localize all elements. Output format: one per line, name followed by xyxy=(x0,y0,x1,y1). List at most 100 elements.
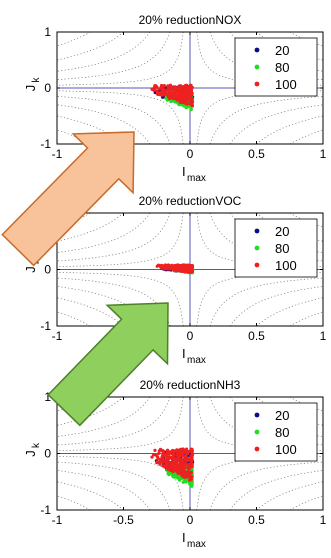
point-series-100 xyxy=(155,89,159,93)
contour-line xyxy=(57,213,184,268)
point-series-100 xyxy=(169,464,173,468)
point-series-100 xyxy=(188,92,192,96)
point-series-100 xyxy=(179,466,183,471)
legend: 20 80 100 xyxy=(234,37,318,97)
legend-label-100: 100 xyxy=(275,442,297,457)
point-series-100 xyxy=(187,264,191,268)
contour-line xyxy=(57,277,171,326)
point-series-80 xyxy=(184,480,188,484)
point-series-100 xyxy=(158,460,162,464)
point-series-100 xyxy=(187,467,191,471)
contour-line xyxy=(57,32,124,61)
y-tick-label: 1 xyxy=(44,390,51,404)
point-series-100 xyxy=(161,449,166,453)
y-tick-label: -1 xyxy=(40,319,51,333)
chart-panel-3: -1 -0.5 0 0.5 1 1 0 -1 20% reductionNH3 I max Jk 20 8… xyxy=(23,378,327,550)
legend-marker-80 xyxy=(254,245,260,251)
x-tick-label: 0 xyxy=(187,329,194,343)
point-series-100 xyxy=(190,269,194,273)
point-series-100 xyxy=(188,478,192,482)
point-series-100 xyxy=(171,95,175,99)
point-series-100 xyxy=(181,447,185,451)
x-axis-label-subscript: max xyxy=(187,539,206,550)
x-tick-label: 1 xyxy=(320,329,327,343)
point-series-100 xyxy=(159,85,163,89)
point-series-80 xyxy=(177,477,181,481)
point-series-80 xyxy=(190,482,194,486)
y-tick-label: -1 xyxy=(40,503,51,517)
x-axis-label: I xyxy=(182,164,186,179)
point-series-100 xyxy=(189,470,193,475)
point-series-100 xyxy=(177,94,181,98)
point-series-100 xyxy=(183,455,187,459)
contour-line xyxy=(256,115,323,144)
contour-line xyxy=(57,90,184,144)
point-series-100 xyxy=(179,461,183,465)
point-series-100 xyxy=(168,83,172,87)
contour-line xyxy=(57,481,124,510)
point-series-100 xyxy=(158,462,162,466)
point-series-100 xyxy=(186,462,190,467)
legend-box xyxy=(234,402,318,462)
y-tick-label: 0 xyxy=(44,447,51,461)
contour-line xyxy=(209,277,323,326)
point-series-100 xyxy=(175,458,180,462)
contour-line xyxy=(289,495,323,510)
point-series-100 xyxy=(168,455,172,459)
point-series-100 xyxy=(159,457,163,461)
y-axis-label-subscript: k xyxy=(31,77,42,83)
point-series-80 xyxy=(171,475,175,479)
contour-line xyxy=(57,32,184,86)
contour-line xyxy=(289,32,323,47)
x-axis-label: I xyxy=(182,346,186,361)
legend-marker-80 xyxy=(254,64,260,70)
point-series-100 xyxy=(189,460,194,464)
point-series-100 xyxy=(153,448,157,452)
legend-label-20: 20 xyxy=(275,43,289,58)
contour-line xyxy=(209,96,323,144)
point-series-100 xyxy=(185,472,189,476)
contour-line xyxy=(57,213,91,228)
point-series-100 xyxy=(175,466,179,470)
point-series-100 xyxy=(159,265,163,269)
x-tick-label: 1 xyxy=(320,147,327,161)
contour-line xyxy=(57,32,171,80)
legend: 20 80 100 xyxy=(234,218,318,278)
legend-label-100: 100 xyxy=(275,258,297,273)
point-series-100 xyxy=(172,453,176,457)
contour-line xyxy=(289,213,323,228)
point-series-100 xyxy=(167,92,171,96)
y-axis-label: J xyxy=(23,450,38,457)
legend-box xyxy=(234,218,318,278)
x-axis-label-subscript: max xyxy=(187,173,206,184)
y-axis-label: J xyxy=(23,85,38,92)
legend-marker-100 xyxy=(254,81,260,87)
point-series-100 xyxy=(172,450,176,454)
point-series-100 xyxy=(177,463,181,468)
contour-line xyxy=(196,213,323,268)
point-series-100 xyxy=(190,103,194,107)
point-series-80 xyxy=(181,480,185,484)
point-series-100 xyxy=(183,466,187,470)
legend-marker-100 xyxy=(254,446,260,452)
legend-label-80: 80 xyxy=(275,241,289,256)
point-series-100 xyxy=(177,453,181,457)
y-tick-label: 1 xyxy=(44,25,51,39)
contour-lines xyxy=(57,32,323,144)
point-series-100 xyxy=(177,84,181,89)
contour-line xyxy=(57,213,124,242)
point-series-100 xyxy=(150,455,154,459)
point-series-100 xyxy=(175,448,179,452)
contour-line xyxy=(256,481,323,510)
point-series-100 xyxy=(155,460,159,464)
point-series-100 xyxy=(167,467,171,471)
legend-label-20: 20 xyxy=(275,224,289,239)
legend-marker-20 xyxy=(254,228,260,234)
x-tick-label: 0.5 xyxy=(248,513,265,527)
x-tick-label: -1 xyxy=(52,147,63,161)
x-tick-label: -1 xyxy=(52,513,63,527)
point-series-100 xyxy=(156,92,160,96)
point-series-100 xyxy=(174,461,178,465)
